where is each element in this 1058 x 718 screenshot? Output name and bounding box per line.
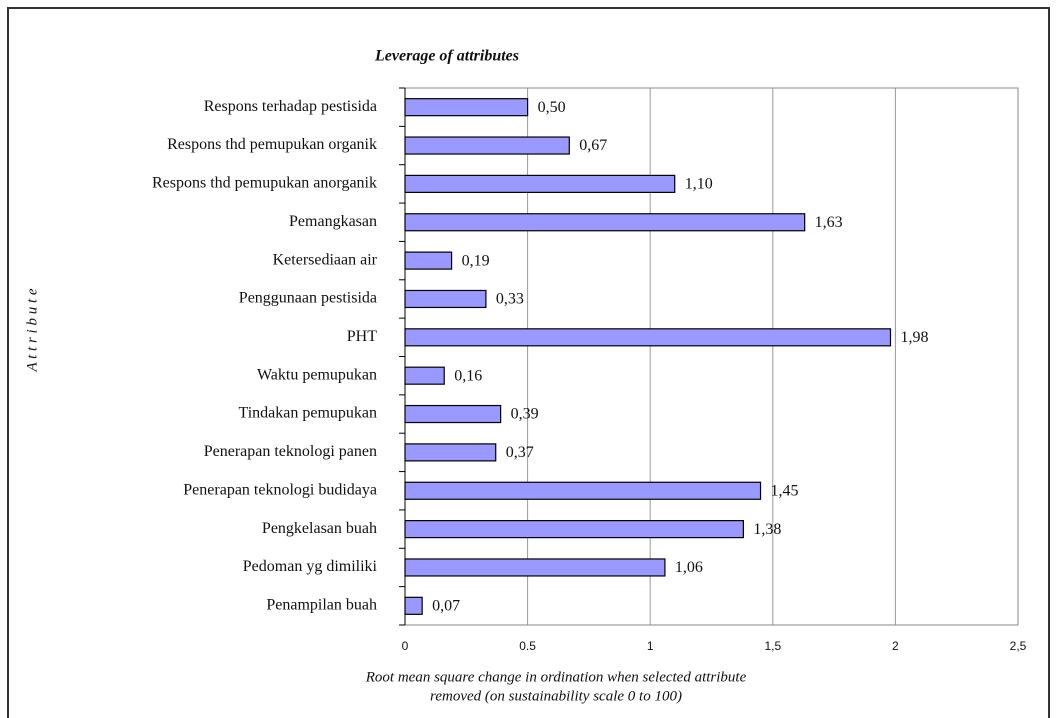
data-label: 1,63 bbox=[815, 214, 843, 231]
x-tick-label: 0 bbox=[402, 639, 409, 653]
y-tick-label: Ketersediaan air bbox=[273, 251, 378, 268]
bar bbox=[404, 251, 453, 270]
bar bbox=[404, 558, 666, 577]
x-tick-label: 0.5 bbox=[519, 639, 536, 653]
bar bbox=[404, 366, 445, 385]
data-label: 0,39 bbox=[511, 406, 539, 423]
bar bbox=[404, 596, 423, 615]
data-label: 0,07 bbox=[432, 597, 460, 614]
y-tick-label: Penampilan buah bbox=[266, 596, 377, 613]
data-label: 0,33 bbox=[496, 291, 524, 308]
y-tick-label: Respons terhadap pestisida bbox=[204, 98, 377, 115]
data-label: 0,19 bbox=[462, 252, 490, 269]
data-label: 0,37 bbox=[506, 444, 534, 461]
bar bbox=[404, 213, 806, 232]
chart-border bbox=[7, 7, 1050, 718]
y-tick-label: Pedoman yg dimiliki bbox=[243, 558, 378, 575]
bar bbox=[404, 481, 762, 500]
data-label: 1,06 bbox=[675, 559, 703, 576]
data-label: 1,38 bbox=[753, 521, 781, 538]
y-tick-label: Respons thd pemupukan organik bbox=[167, 136, 377, 153]
y-tick-label: Waktu pemupukan bbox=[257, 366, 377, 383]
bar bbox=[404, 289, 487, 309]
x-tick-label: 1,5 bbox=[764, 639, 781, 653]
data-label: 1,45 bbox=[771, 482, 799, 499]
y-tick-label: Respons thd pemupukan anorganik bbox=[152, 175, 377, 192]
data-label: 1,10 bbox=[685, 176, 713, 193]
x-tick-label: 2 bbox=[892, 639, 899, 653]
y-tick-label: Pengkelasan buah bbox=[262, 520, 377, 537]
bar bbox=[404, 174, 676, 193]
y-tick-label: Pemangkasan bbox=[289, 213, 377, 230]
y-tick-label: Penerapan teknologi panen bbox=[204, 443, 377, 460]
y-tick-label: PHT bbox=[347, 328, 377, 345]
bar bbox=[404, 328, 892, 347]
y-tick-label: Penggunaan pestisida bbox=[239, 290, 377, 307]
x-axis-title: removed (on sustainability scale 0 to 10… bbox=[430, 688, 682, 704]
bar bbox=[404, 136, 570, 155]
data-label: 0,50 bbox=[538, 99, 566, 116]
bar bbox=[404, 98, 529, 117]
y-axis-title: A t t r i b u t e bbox=[24, 288, 40, 372]
data-label: 1,98 bbox=[900, 329, 928, 346]
y-tick-label: Penerapan teknologi budidaya bbox=[183, 481, 377, 498]
chart-title: Leverage of attributes bbox=[374, 48, 519, 65]
bar bbox=[404, 443, 497, 462]
plot-frame bbox=[404, 87, 1019, 626]
data-label: 0,67 bbox=[579, 137, 607, 154]
x-tick-label: 1 bbox=[647, 639, 654, 653]
x-tick-label: 2,5 bbox=[1010, 639, 1027, 653]
y-tick-label: Tindakan pemupukan bbox=[238, 405, 377, 422]
x-axis-title: Root mean square change in ordination wh… bbox=[365, 669, 747, 685]
data-label: 0,16 bbox=[454, 367, 482, 384]
bar bbox=[404, 520, 744, 539]
bar bbox=[404, 404, 502, 424]
